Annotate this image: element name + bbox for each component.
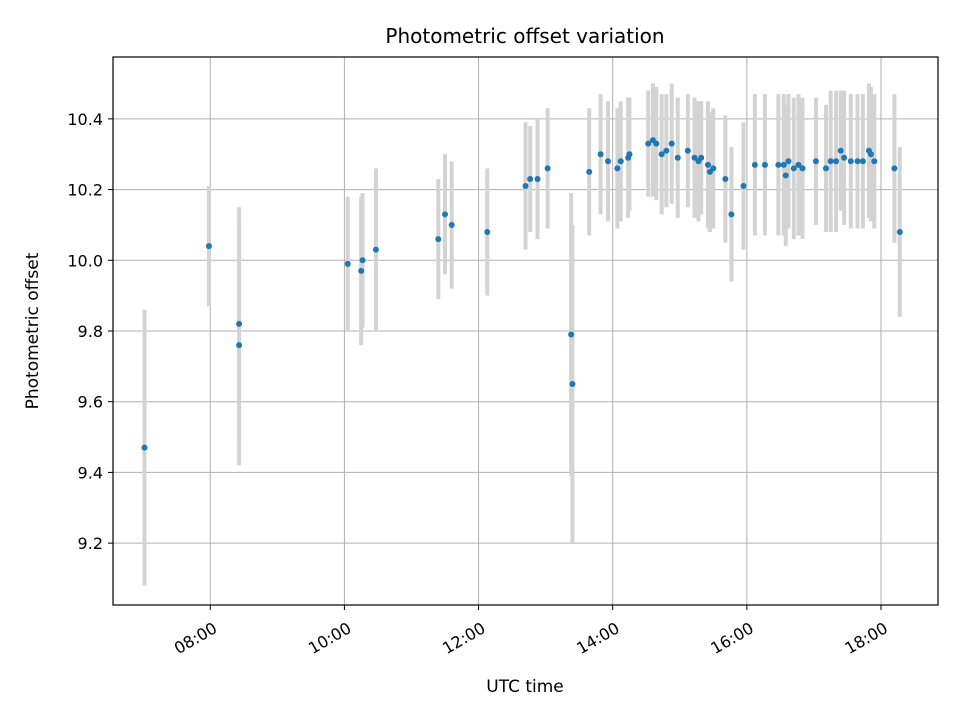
data-point <box>569 381 576 388</box>
data-point <box>761 161 768 168</box>
data-point <box>448 221 455 228</box>
data-point <box>795 161 802 168</box>
data-point <box>847 158 854 165</box>
y-tick-label: 10.0 <box>67 251 103 270</box>
data-point <box>544 165 551 172</box>
data-point <box>710 165 717 172</box>
data-point <box>867 151 874 158</box>
x-axis-label: UTC time <box>486 677 564 697</box>
data-point <box>790 165 797 172</box>
data-point <box>522 183 529 190</box>
data-point <box>236 342 243 349</box>
data-point <box>653 140 660 147</box>
y-tick-label: 9.6 <box>78 393 103 412</box>
data-point <box>740 183 747 190</box>
data-point <box>597 151 604 158</box>
data-point <box>527 175 534 182</box>
data-point <box>854 158 861 165</box>
data-point <box>684 147 691 154</box>
data-point <box>236 320 243 327</box>
data-point <box>141 444 148 451</box>
data-point <box>780 161 787 168</box>
grid-lines <box>113 57 938 605</box>
data-point <box>614 165 621 172</box>
data-point <box>626 151 633 158</box>
data-point <box>663 147 670 154</box>
data-point <box>896 229 903 236</box>
data-point <box>617 158 624 165</box>
data-point <box>691 154 698 161</box>
data-point <box>859 158 866 165</box>
data-point <box>822 165 829 172</box>
data-point <box>827 158 834 165</box>
data-point <box>586 168 593 175</box>
data-point <box>871 158 878 165</box>
data-point <box>484 229 491 236</box>
data-point <box>568 331 575 338</box>
data-point <box>435 236 442 243</box>
data-point <box>833 158 840 165</box>
data-point <box>751 161 758 168</box>
data-point <box>674 154 681 161</box>
y-tick-label: 10.2 <box>67 181 103 200</box>
y-tick-label: 9.8 <box>78 322 103 341</box>
data-point <box>442 211 449 218</box>
y-axis-ticks: 9.2 9.4 9.6 9.8 10.0 10.2 10.4 <box>67 110 113 553</box>
data-point <box>704 161 711 168</box>
data-point <box>534 175 541 182</box>
data-point <box>837 147 844 154</box>
y-axis-label: Photometric offset <box>23 252 43 409</box>
data-point <box>812 158 819 165</box>
data-point <box>645 140 652 147</box>
data-point <box>891 165 898 172</box>
data-point <box>698 154 705 161</box>
y-tick-label: 10.4 <box>67 110 103 129</box>
data-point <box>605 158 611 165</box>
data-point <box>359 257 366 264</box>
data-point <box>358 267 365 274</box>
data-point <box>344 260 351 267</box>
data-point <box>372 246 379 253</box>
y-tick-label: 9.4 <box>78 463 103 482</box>
data-point <box>841 154 848 161</box>
data-point <box>785 158 792 165</box>
data-points <box>141 137 903 451</box>
data-point <box>205 243 212 250</box>
data-point <box>728 211 735 218</box>
data-point <box>722 175 729 182</box>
data-point <box>775 161 782 168</box>
y-tick-label: 9.2 <box>78 534 103 553</box>
data-point <box>668 140 675 147</box>
data-point <box>799 165 806 172</box>
chart-title: Photometric offset variation <box>385 24 664 48</box>
data-point <box>782 172 789 179</box>
data-point <box>658 151 665 158</box>
